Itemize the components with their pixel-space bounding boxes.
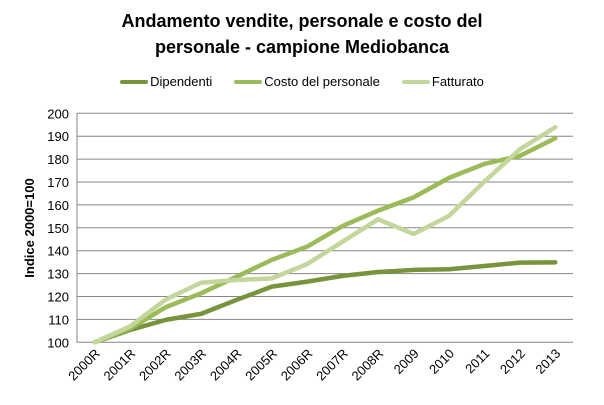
y-tick-label: 200: [47, 106, 69, 121]
x-tick-label: 2007R: [313, 346, 351, 384]
y-tick-label: 190: [47, 129, 69, 144]
y-tick-label: 180: [47, 152, 69, 167]
x-tick-label: 2002R: [136, 346, 174, 384]
legend-swatch: [234, 79, 263, 84]
y-tick-label: 170: [47, 175, 69, 190]
legend-item-costo: Costo del personale: [234, 74, 380, 89]
y-tick-label: 110: [48, 312, 69, 327]
y-tick-label: 160: [47, 198, 69, 213]
y-axis-label: Indice 2000=100: [22, 178, 37, 277]
legend-label: Costo del personale: [264, 74, 380, 89]
legend-item-dipendenti: Dipendenti: [120, 74, 212, 89]
y-tick-label: 130: [47, 267, 69, 282]
x-tick-label: 2008R: [349, 346, 387, 384]
series-line-dipendenti: [92, 260, 558, 345]
x-tick-label: 2003R: [171, 346, 209, 384]
x-tick-label: 2005R: [242, 346, 280, 384]
x-tick-label: 2012: [497, 346, 528, 377]
legend-label: Fatturato: [431, 74, 484, 89]
y-tick-label: 140: [47, 244, 69, 259]
legend-item-fatturato: Fatturato: [401, 74, 484, 89]
chart-title: Andamento vendite, personale e costo del…: [0, 8, 604, 60]
legend-swatch: [401, 79, 430, 84]
series-line-fatturato: [92, 125, 558, 345]
y-tick-label: 120: [47, 290, 69, 305]
x-tick-label: 2010: [426, 346, 457, 377]
x-tick-label: 2000R: [65, 346, 103, 384]
y-tick-label: 100: [47, 335, 69, 350]
chart-title-line2: personale - campione Mediobanca: [154, 37, 450, 57]
legend: Dipendenti Costo del personale Fatturato: [0, 74, 604, 89]
x-tick-label: 2009: [391, 346, 422, 377]
x-tick-label: 2011: [462, 346, 492, 376]
x-tick-label: 2013: [532, 346, 563, 377]
x-tick-label: 2001R: [101, 346, 139, 384]
y-tick-label: 150: [47, 221, 69, 236]
x-tick-label: 2004R: [207, 346, 245, 384]
legend-label: Dipendenti: [150, 74, 213, 89]
x-tick-label: 2006R: [278, 346, 316, 384]
legend-swatch: [120, 79, 149, 84]
chart-title-line1: Andamento vendite, personale e costo del: [121, 11, 483, 31]
series-line-costo-del-personale: [92, 136, 558, 345]
